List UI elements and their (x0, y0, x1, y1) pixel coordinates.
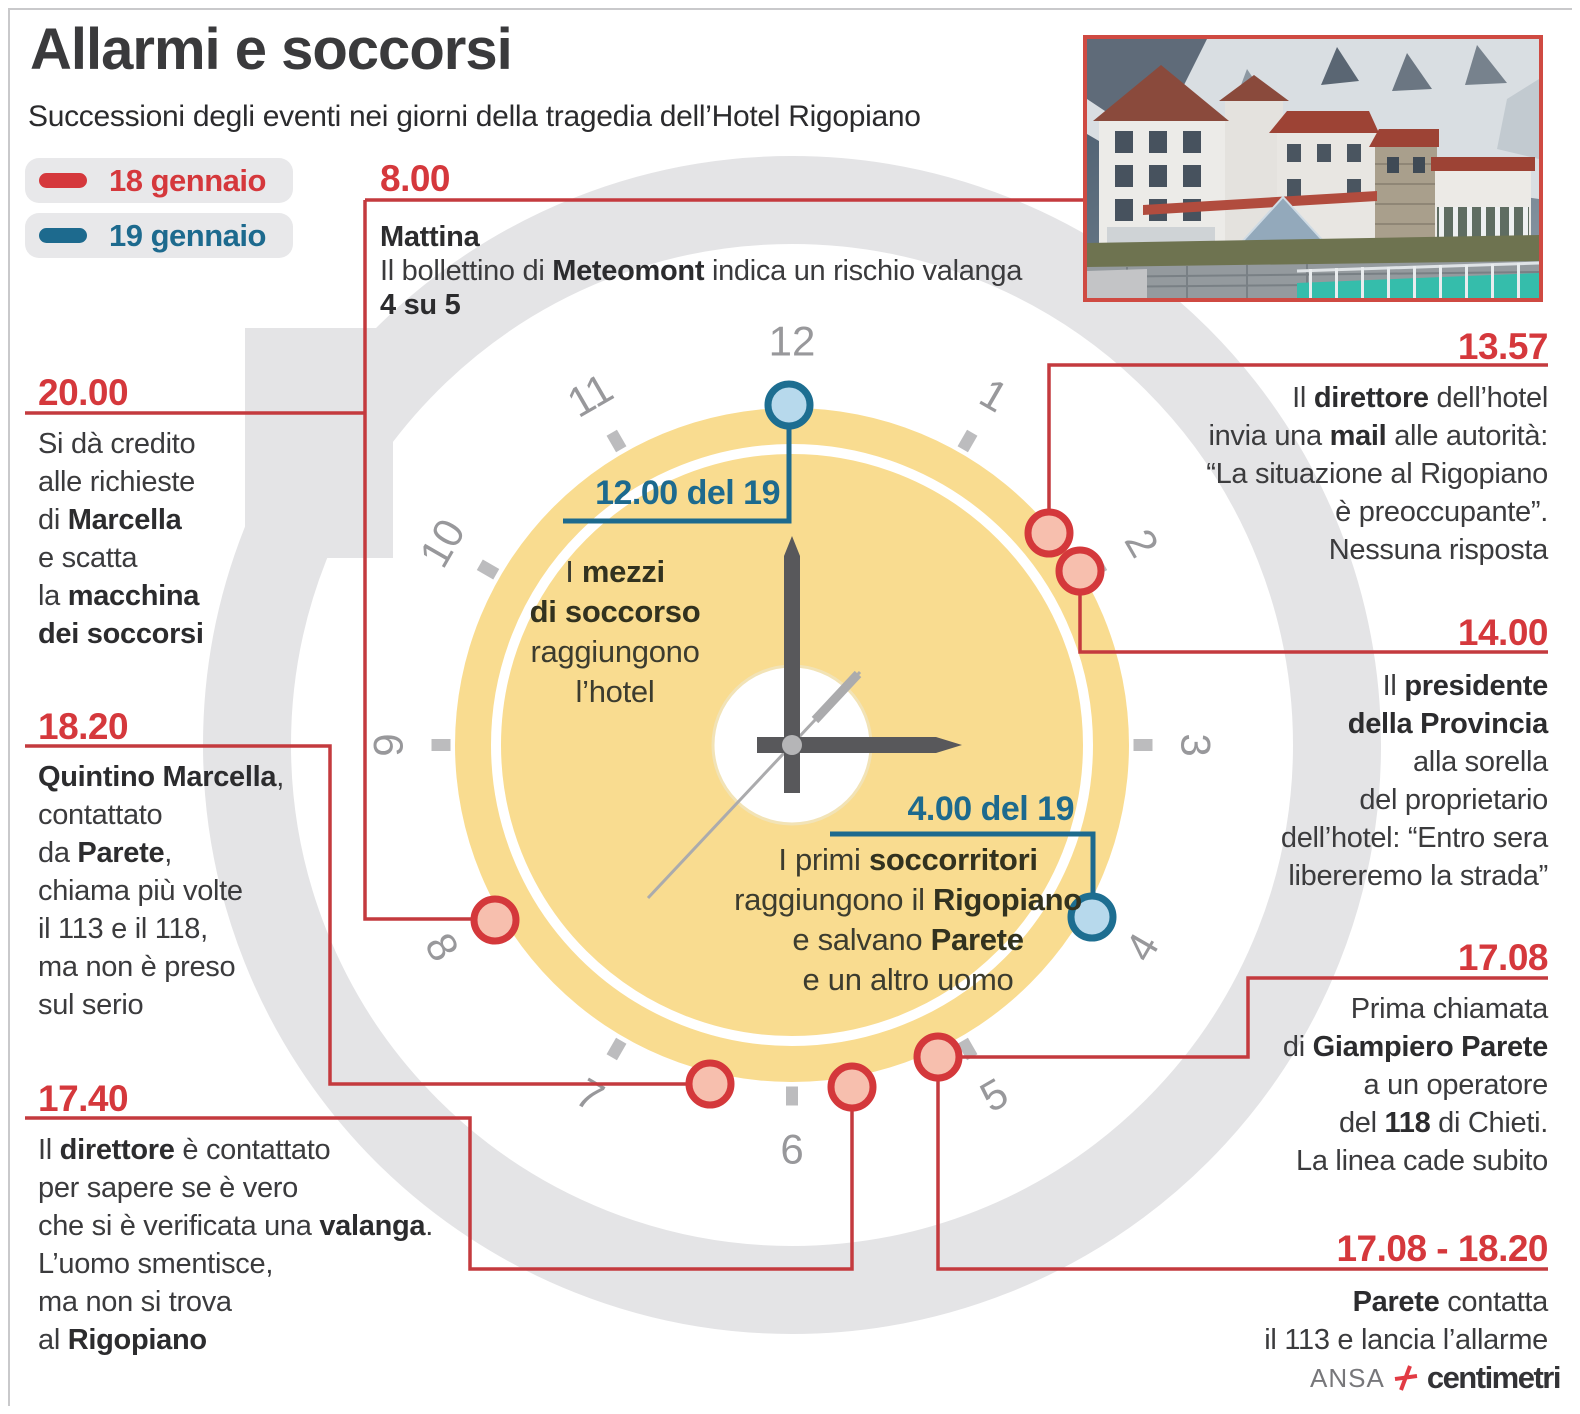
connectors-day19 (563, 405, 1096, 917)
frame-border-top (8, 8, 1572, 10)
clock-numeral: 7 (568, 1069, 612, 1121)
marker-1357 (1024, 508, 1074, 558)
event-markers (470, 380, 1117, 1112)
clock-numeral: 9 (365, 733, 412, 756)
marker-1820 (685, 1059, 735, 1109)
clock-numeral: 10 (410, 511, 474, 575)
second-hand-dart (811, 670, 862, 724)
marker-2000 (470, 895, 520, 945)
clock-center-dot (782, 735, 802, 755)
hour-hand (757, 737, 962, 753)
watermark-bar (245, 328, 393, 558)
hotel-illustration (1086, 39, 1540, 298)
clock-tick (1133, 739, 1153, 751)
connector-170818 (936, 1057, 1548, 1271)
marker-1200d19 (764, 380, 814, 430)
clock-tick (606, 429, 627, 453)
clock-numeral: 1 (972, 369, 1016, 421)
hotel-rigopiano-image (1083, 35, 1543, 302)
clock-numeral: 4 (1116, 925, 1168, 969)
minute-hand (784, 536, 800, 793)
clock-tick (786, 1086, 798, 1106)
clock-tick (476, 559, 500, 580)
connector-2000 (363, 200, 495, 921)
connector-1708 (938, 976, 1548, 1059)
clock-tick (606, 1037, 627, 1061)
clock-numeral: 8 (416, 925, 468, 969)
connector-1400 (1078, 571, 1548, 654)
connector-1200d19 (563, 405, 792, 524)
connector-1740 (25, 1087, 854, 1271)
clock-inner-ring (491, 444, 1093, 1046)
connector-0400d19 (830, 831, 1096, 917)
clock-tick (957, 1037, 978, 1061)
clock-hands (646, 536, 962, 900)
connector-1820 (25, 744, 710, 1086)
clock-tick (957, 429, 978, 453)
clock-numeral: 6 (780, 1126, 803, 1173)
clock-numeral: 5 (972, 1069, 1016, 1121)
connectors-day18 (25, 198, 1548, 1271)
frame-border-left (8, 8, 10, 1406)
clock-numeral: 12 (769, 318, 816, 365)
clock-numeral: 3 (1173, 733, 1220, 756)
connector-1357 (1047, 363, 1548, 533)
marker-1400 (1055, 546, 1105, 596)
clock-numeral: 2 (1116, 521, 1168, 565)
marker-1740 (827, 1062, 877, 1112)
marker-1708 (913, 1032, 963, 1082)
clock-tick (431, 739, 451, 751)
clock-numeral: 11 (559, 364, 620, 427)
marker-0400d19 (1067, 892, 1117, 942)
